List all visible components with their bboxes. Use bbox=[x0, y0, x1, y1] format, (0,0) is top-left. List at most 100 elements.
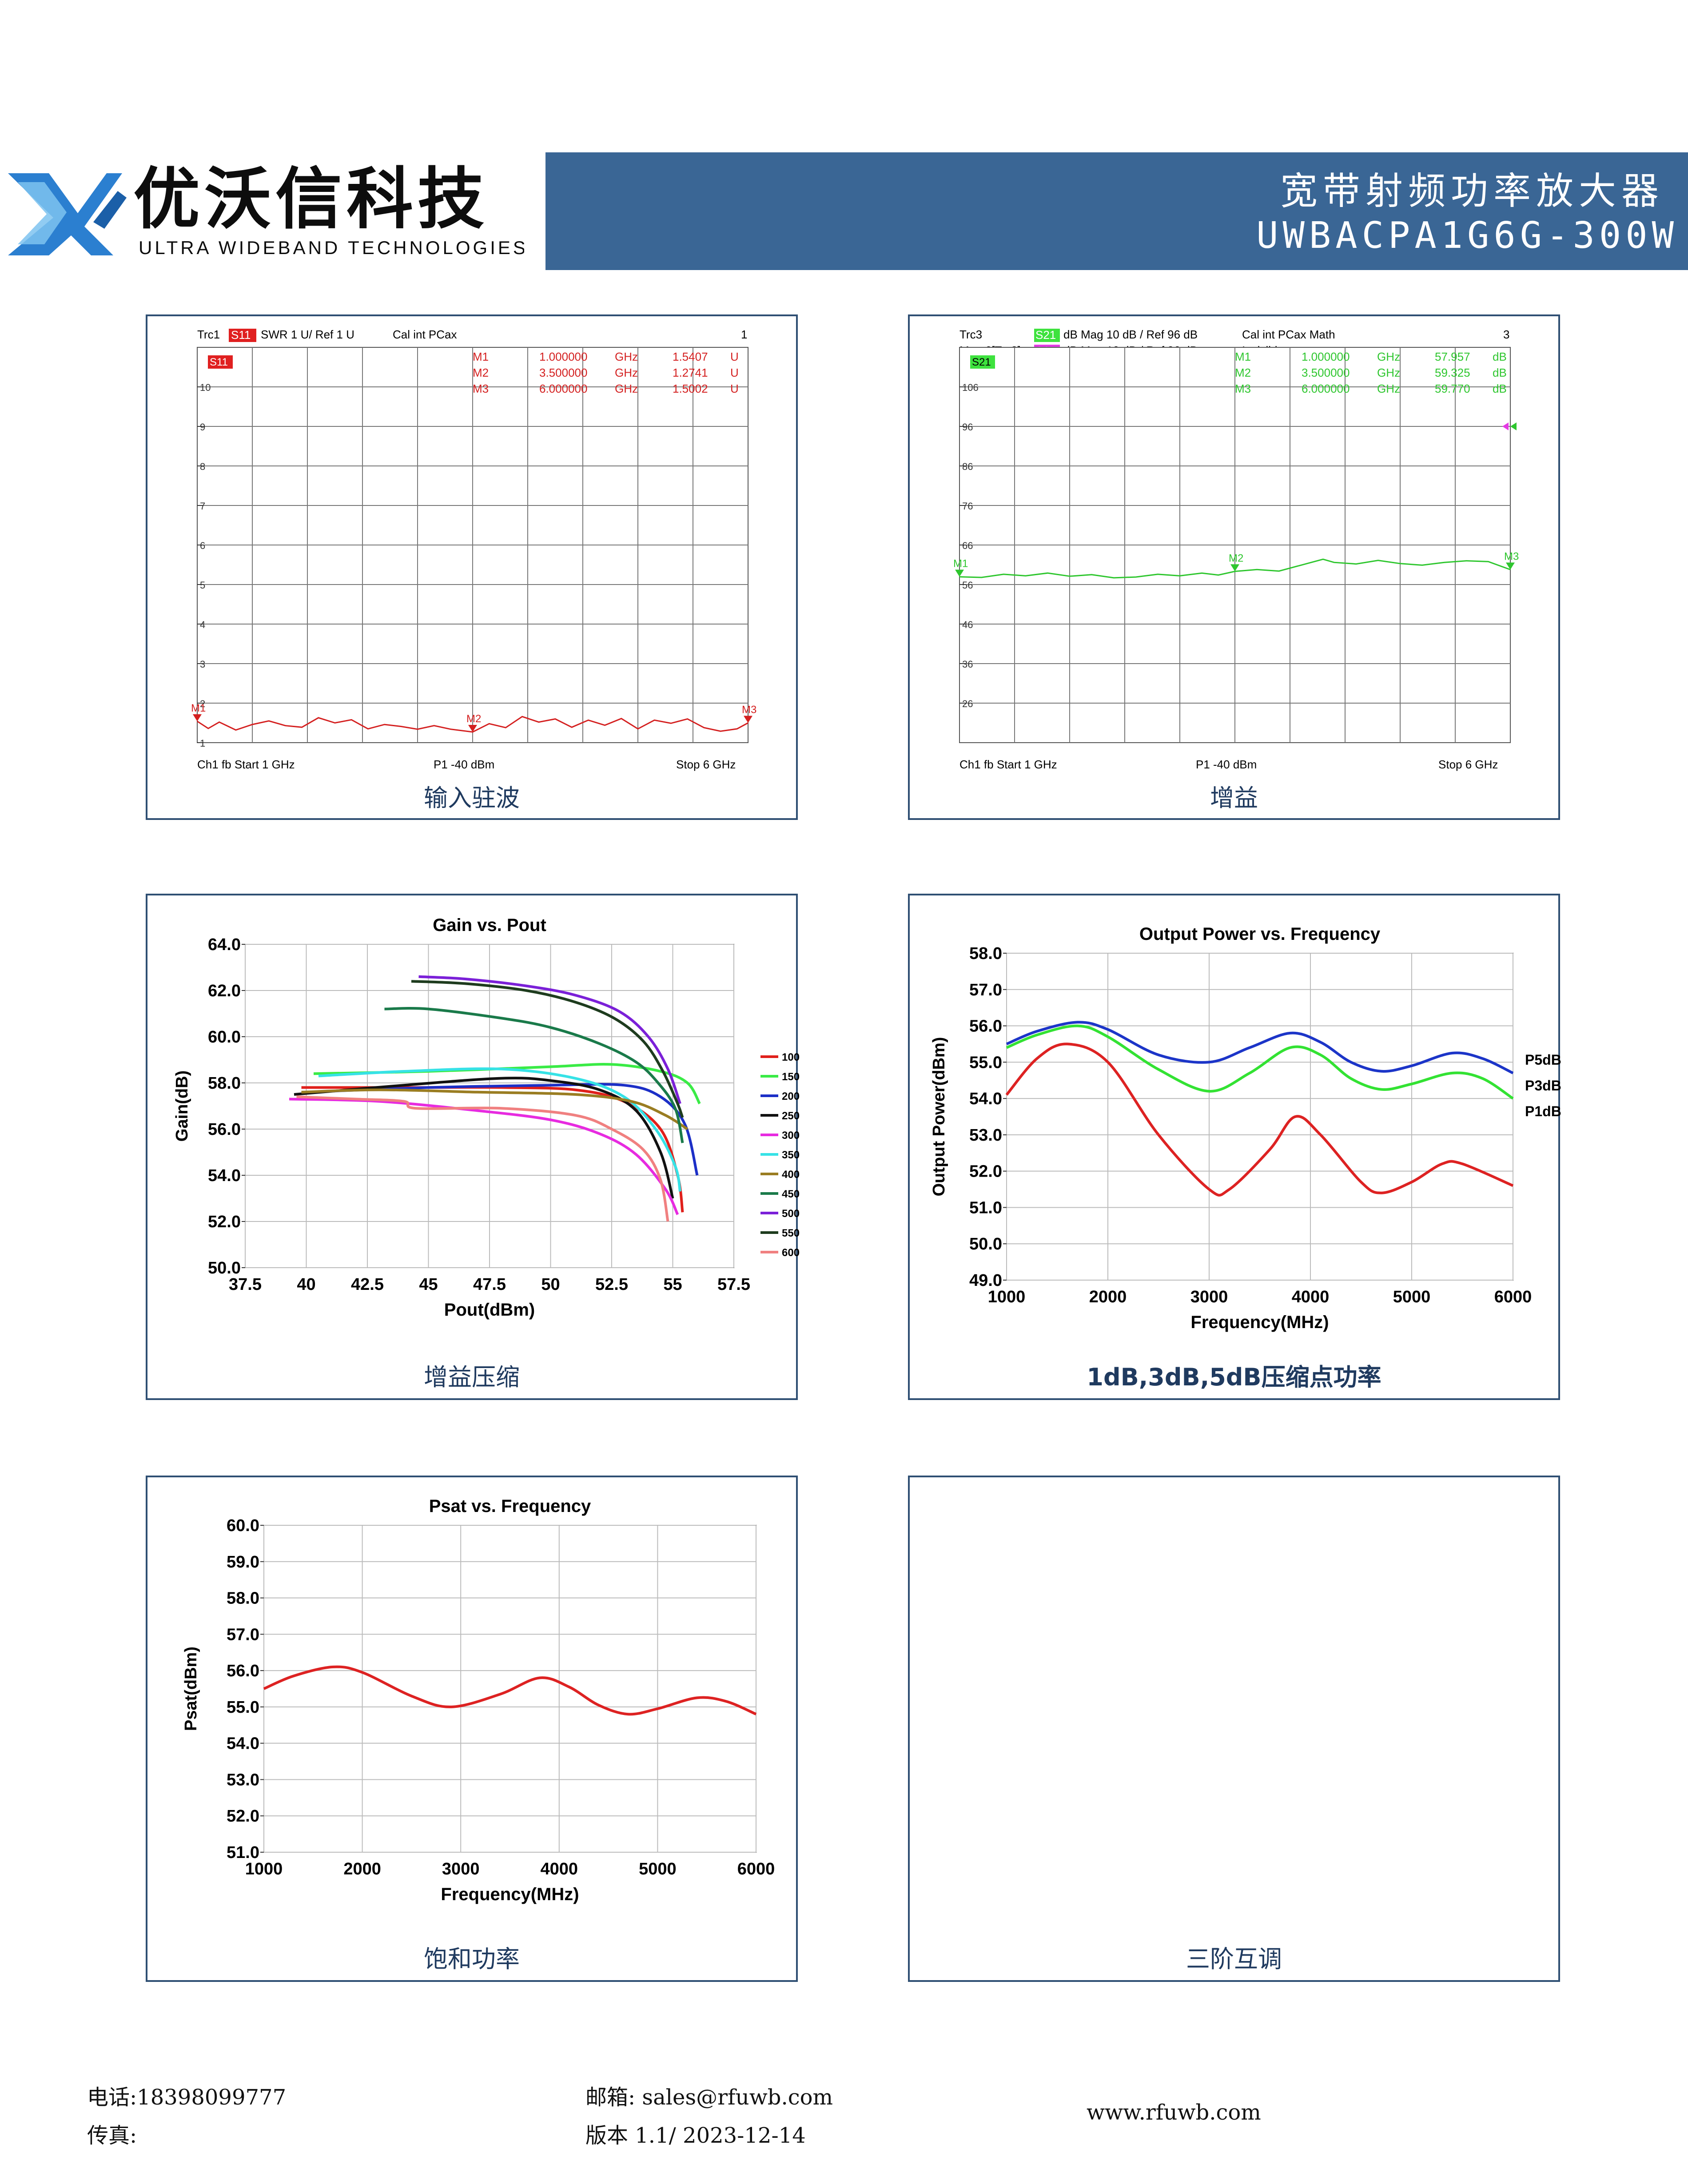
y-tick-label: 52.0 bbox=[227, 1807, 259, 1826]
company-logo: 优沃信科技 ULTRA WIDEBAND TECHNOLOGIES bbox=[0, 155, 526, 271]
y-tick-label: 62.0 bbox=[208, 982, 241, 1000]
vswr-cal-label: Cal int PCax bbox=[393, 328, 457, 341]
y-tick-label: 8 bbox=[200, 461, 205, 472]
footer-version: 版本 1.1/ 2023-12-14 bbox=[585, 2123, 806, 2148]
footer-email[interactable]: 邮箱: sales@rfuwb.com bbox=[585, 2085, 833, 2110]
legend-label: 5500MHz bbox=[782, 1227, 800, 1239]
marker-freq: 1.000000 bbox=[539, 350, 587, 363]
y-tick-label: 49.0 bbox=[969, 1271, 1002, 1290]
gain-cal-label: Cal int PCax Math bbox=[1242, 328, 1335, 341]
y-tick-label: 96 bbox=[962, 422, 973, 433]
marker-triangle bbox=[1230, 564, 1239, 572]
y-tick-label: 55.0 bbox=[227, 1698, 259, 1717]
legend-label: 4000MHz bbox=[782, 1169, 800, 1181]
gain-panel: Trc3 S21 dB Mag 10 dB / Ref 96 dB Cal in… bbox=[908, 314, 1560, 820]
marker-freq: 1.000000 bbox=[1302, 350, 1350, 363]
legend-label: 3500MHz bbox=[782, 1149, 800, 1161]
y-tick-label: 59.0 bbox=[227, 1553, 259, 1571]
y-axis-label: Gain(dB) bbox=[173, 1070, 191, 1142]
marker-freq: 6.000000 bbox=[1302, 382, 1350, 395]
legend-label: P3dB bbox=[1525, 1078, 1561, 1094]
trace-tag-text: S21 bbox=[972, 356, 991, 368]
marker-freq: 6.000000 bbox=[539, 382, 587, 395]
imd-caption: 三阶互调 bbox=[1186, 1945, 1282, 1973]
y-tick-label: 54.0 bbox=[208, 1166, 241, 1185]
vswr-caption: 输入驻波 bbox=[424, 784, 520, 812]
y-tick-label: 9 bbox=[200, 422, 205, 433]
y-tick-label: 76 bbox=[962, 501, 973, 512]
y-tick-label: 51.0 bbox=[969, 1198, 1002, 1217]
marker-triangle bbox=[468, 724, 477, 732]
y-tick-label: 6 bbox=[200, 540, 205, 551]
x-tick-label: 55 bbox=[663, 1275, 682, 1294]
gain-power-label: P1 -40 dBm bbox=[1196, 758, 1257, 771]
psat-chart: Psat vs. Frequency 1000 2000 3000 4000 5000 60… bbox=[182, 1496, 775, 1904]
gain-trace-badge bbox=[1034, 329, 1060, 342]
product-model: UWBACPA1G6G-300W bbox=[1256, 215, 1678, 257]
y-tick-label: 56 bbox=[962, 580, 973, 591]
trace-line bbox=[959, 558, 1511, 579]
plot-frame bbox=[1006, 953, 1513, 1281]
series-line bbox=[318, 1067, 681, 1192]
y-tick-label: 50.0 bbox=[208, 1259, 241, 1277]
pcomp-panel: Output Power vs. Frequency 1000 2000 3000 40… bbox=[908, 894, 1561, 1400]
marker-value: 57.957 bbox=[1435, 350, 1470, 363]
series-line bbox=[1005, 1042, 1514, 1197]
marker-freq: 3.500000 bbox=[1302, 366, 1350, 379]
marker-name: M1 bbox=[473, 350, 489, 363]
y-axis-label: Output Power(dBm) bbox=[930, 1037, 948, 1197]
x-tick-label: 52.5 bbox=[595, 1275, 628, 1294]
trace-tag bbox=[970, 355, 995, 369]
x-tick-label: 5000 bbox=[639, 1860, 677, 1878]
x-tick-label: 1000 bbox=[245, 1860, 283, 1878]
marker-label: M1 bbox=[191, 702, 206, 714]
y-tick-label: 60.0 bbox=[208, 1028, 241, 1046]
legend-label: 5000MHz bbox=[782, 1208, 800, 1220]
x-tick-label: 3000 bbox=[1190, 1288, 1228, 1306]
x-tick-label: 47.5 bbox=[473, 1275, 506, 1294]
marker-name: M3 bbox=[473, 382, 489, 395]
footer-website[interactable]: www.rfuwb.com bbox=[1087, 2100, 1261, 2125]
y-tick-label: 57.0 bbox=[227, 1625, 259, 1644]
vswr-plot-area: 1 2 3 4 5 6 7 8 9 10 S11 M1 1.000000 GHz 1.5407 U M2 3.50… bbox=[191, 347, 756, 749]
pcomp-caption: 1dB,3dB,5dB压缩点功率 bbox=[1087, 1363, 1381, 1391]
marker-name: M3 bbox=[1235, 382, 1251, 395]
y-tick-label: 5 bbox=[200, 580, 205, 591]
y-tick-label: 54.0 bbox=[227, 1734, 259, 1753]
y-tick-label: 7 bbox=[200, 501, 205, 512]
psat-caption: 饱和功率 bbox=[424, 1945, 520, 1973]
y-tick-label: 56.0 bbox=[208, 1120, 241, 1139]
x-tick-label: 45 bbox=[419, 1275, 438, 1294]
marker-value-unit: dB bbox=[1493, 366, 1507, 379]
chart-title: Gain vs. Pout bbox=[433, 915, 546, 935]
y-tick-label: 55.0 bbox=[969, 1053, 1002, 1072]
marker-freq-unit: GHz bbox=[615, 366, 638, 379]
marker-label: M3 bbox=[1504, 550, 1519, 562]
vswr-trace-badge-text: S11 bbox=[231, 328, 251, 342]
vswr-trace-badge bbox=[229, 329, 256, 342]
marker-name: M2 bbox=[473, 366, 489, 379]
series-line bbox=[301, 1088, 689, 1130]
marker-name: M2 bbox=[1235, 366, 1251, 379]
brand-mark-icon bbox=[8, 173, 127, 255]
vswr-trc-label: Trc1 bbox=[197, 328, 220, 341]
pcomp-plot-area: Output Power vs. Frequency 1000 2000 3000 40… bbox=[930, 924, 1561, 1332]
gain-channel-num: 3 bbox=[1503, 328, 1509, 341]
series-line bbox=[1006, 1021, 1514, 1074]
marker-label: M1 bbox=[953, 558, 968, 570]
series-line bbox=[418, 975, 681, 1104]
x-axis-label: Pout(dBm) bbox=[444, 1300, 535, 1320]
x-tick-label: 6000 bbox=[1494, 1288, 1532, 1306]
psat-panel: Psat vs. Frequency 1000 2000 3000 4000 5000 60… bbox=[146, 1476, 798, 1982]
vswr-scale-label: SWR 1 U/ Ref 1 U bbox=[261, 328, 354, 341]
y-tick-label: 1 bbox=[200, 738, 205, 749]
marker-freq-unit: GHz bbox=[615, 350, 638, 363]
vswr-stop-label: Stop 6 GHz bbox=[676, 758, 736, 771]
chart-title: Psat vs. Frequency bbox=[429, 1496, 591, 1516]
x-tick-label: 5000 bbox=[1393, 1288, 1431, 1306]
trace-tag bbox=[208, 355, 233, 369]
compression-plot-area: Gain vs. Pout 37.5 40 42.5 45 47.5 50 52.5 55 57.… bbox=[173, 915, 800, 1320]
y-tick-label: 53.0 bbox=[969, 1126, 1002, 1145]
y-tick-label: 10 bbox=[200, 382, 211, 393]
x-tick-label: 1000 bbox=[988, 1288, 1026, 1306]
